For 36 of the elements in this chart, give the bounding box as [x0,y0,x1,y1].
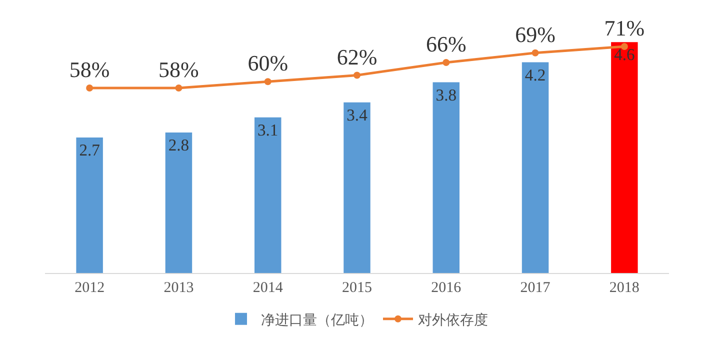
data-label: 62% [336,44,378,70]
bar [165,132,192,273]
x-tick-label: 2014 [252,280,284,296]
data-label: 66% [426,32,466,57]
data-label: 2.7 [79,140,100,160]
data-label: 4.6 [614,45,635,64]
data-label: 60% [248,50,288,76]
x-tick-label: 2017 [520,280,551,296]
data-label: 3.4 [346,105,368,124]
bar [344,102,370,273]
data-label: 58% [158,57,199,82]
bar [76,138,103,273]
point [354,72,360,79]
legend-label: 净进口量（亿吨） [261,312,373,328]
x-tick-label: 2018 [609,280,640,296]
bar [432,82,460,273]
x-tick-label: 2016 [431,280,462,296]
point [175,84,182,92]
data-label: 69% [515,22,556,48]
point [532,49,539,56]
data-label: 2.8 [168,136,190,155]
legend-label: 对外依存度 [418,312,488,328]
data-label: 58% [69,57,110,82]
x-tick-label: 2015 [342,280,372,296]
bar [611,42,638,273]
bar [254,117,282,273]
point [86,84,94,92]
x-tick-label: 2013 [164,280,194,296]
point [442,58,450,66]
x-tick-label: 2012 [74,280,105,296]
data-label: 3.8 [436,85,457,104]
data-label: 3.1 [257,120,278,140]
data-label: 4.2 [524,65,546,84]
bar [522,62,549,273]
data-label: 71% [604,16,645,41]
point [264,78,272,86]
